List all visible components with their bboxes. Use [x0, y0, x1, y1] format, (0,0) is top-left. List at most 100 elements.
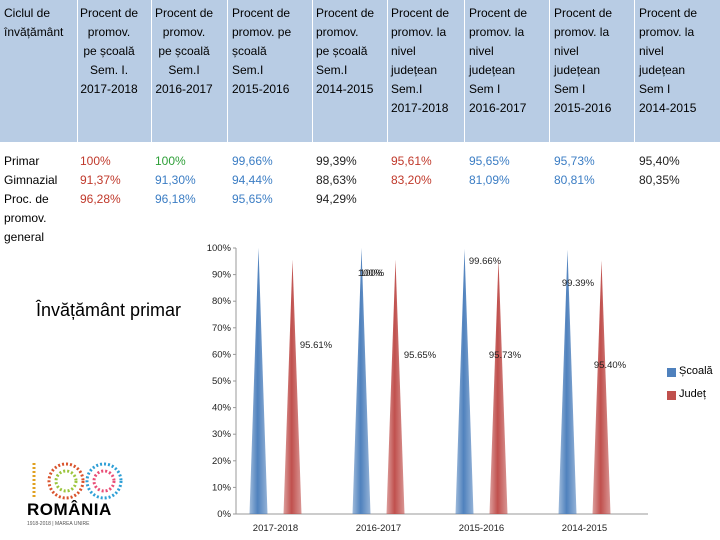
column-divider [151, 0, 152, 142]
header-cell: Procent de promov. la nivel județean Sem I 20… [639, 4, 697, 118]
row-label-line: Proc. de [4, 192, 49, 206]
column-divider [387, 0, 388, 142]
data-table: Ciclul de învățământ Procent de promov. pe ș… [0, 0, 720, 252]
y-tick-label: 80% [212, 296, 232, 307]
legend-swatch-county [667, 391, 676, 400]
y-tick-label: 60% [212, 349, 232, 360]
header-line: promov. la [554, 25, 610, 39]
header-line: Sem.I [316, 63, 348, 77]
header-line: Sem I [469, 82, 501, 96]
header-line: Procent de [80, 6, 139, 20]
header-line: promov. la [391, 25, 447, 39]
header-cell: Procent de promov. pe școală Sem.I 2015-2016 [232, 4, 291, 99]
bar-school [455, 248, 474, 514]
header-line: Procent de [554, 6, 613, 20]
header-line: Sem.I [391, 82, 423, 96]
row-label: Gimnazial [4, 171, 57, 190]
table-cell: 91,37% [80, 173, 121, 187]
header-line: nivel [639, 44, 664, 58]
x-tick-label: 2017-2018 [253, 523, 298, 534]
table-cell: 99,66% [232, 154, 273, 168]
header-cell: Procent de promov. pe școală Sem.I 2016-201… [155, 4, 213, 99]
header-line: învățământ [4, 25, 64, 39]
header-cell: Ciclul de învățământ [4, 4, 63, 42]
y-tick-label: 20% [212, 456, 232, 467]
data-label: 95.65% [404, 350, 437, 361]
column-divider [464, 0, 465, 142]
header-line: Procent de [639, 6, 698, 20]
y-tick-label: 100% [207, 243, 232, 254]
header-line: promov. la [639, 25, 695, 39]
header-line: promov. [316, 25, 359, 39]
header-line: nivel [391, 44, 416, 58]
header-line: Procent de [155, 6, 214, 20]
bar-chart: 0% 10% 20% 30% 40% 50% 60% 70% 80% 90% 100% 100% 95.… [207, 243, 648, 534]
header-line: 2014-2015 [639, 101, 697, 115]
header-line: pe școală [316, 44, 368, 58]
header-line: Procent de [391, 6, 450, 20]
header-cell: Procent de promov. la nivel județean Sem.I 20… [391, 4, 449, 118]
bar-school [352, 248, 371, 514]
table-cell: 80,81% [554, 173, 595, 187]
header-line: 2014-2015 [316, 82, 374, 96]
bar-county [386, 259, 405, 514]
table-cell: 95,61% [391, 154, 432, 168]
header-line: 2015-2016 [232, 82, 290, 96]
row-label-line: promov. [4, 211, 47, 225]
header-line: promov. la [469, 25, 525, 39]
header-line: județean [391, 63, 438, 77]
table-cell: 81,09% [469, 173, 510, 187]
header-line: 2015-2016 [554, 101, 612, 115]
table-cell: 99,39% [316, 154, 357, 168]
table-cell: 80,35% [639, 173, 680, 187]
header-line: Sem.I [168, 63, 200, 77]
header-cell: Procent de promov. la nivel județean Sem I 20… [554, 4, 612, 118]
table-cell: 96,18% [155, 192, 196, 206]
header-line: nivel [469, 44, 494, 58]
header-cell: Procent de promov. la nivel județean Sem I 20… [469, 4, 527, 118]
header-line: Sem I [639, 82, 671, 96]
table-cell: 95,40% [639, 154, 680, 168]
legend-swatch-school [667, 368, 676, 377]
header-line: Sem. I. [90, 63, 129, 77]
header-line: 2016-2017 [155, 82, 213, 96]
logo-graphic [32, 462, 123, 500]
row-label: Primar [4, 152, 39, 171]
bar-school [558, 249, 577, 514]
column-divider [634, 0, 635, 142]
table-cell: 95,65% [232, 192, 273, 206]
column-divider [312, 0, 313, 142]
header-line: promov. [162, 25, 206, 39]
column-divider [227, 0, 228, 142]
logo-name: ROMÂNIA [27, 500, 112, 519]
bar-county [283, 259, 302, 514]
y-tick-label: 40% [212, 403, 232, 414]
header-cell: Procent de promov. pe școală Sem.I 2014-2015 [316, 4, 374, 99]
table-cell: 94,29% [316, 192, 357, 206]
table-cell: 96,28% [80, 192, 121, 206]
bar-county [489, 259, 508, 514]
header-cell: Procent de promov. pe școală Sem. I. 2017-20… [80, 4, 138, 99]
table-header [0, 0, 720, 142]
y-tick-label: 10% [212, 482, 232, 493]
table-cell: 83,20% [391, 173, 432, 187]
y-tick-label: 70% [212, 323, 232, 334]
table-cell: 100% [155, 154, 186, 168]
data-label: 95.40% [594, 360, 627, 371]
header-line: Procent de [232, 6, 291, 20]
chart-title: Învățământ primar [36, 300, 182, 320]
header-line: Sem.I [232, 63, 264, 77]
x-tick-label: 2015-2016 [459, 523, 504, 534]
row-label: Proc. de promov. general [4, 190, 49, 247]
table-cell: 95,73% [554, 154, 595, 168]
y-tick-label: 90% [212, 270, 232, 281]
data-label: 100% [358, 268, 383, 279]
data-label: 99.39% [562, 278, 595, 289]
row-label-line: Gimnazial [4, 173, 58, 187]
data-label: 95.73% [489, 350, 522, 361]
table-cell: 94,44% [232, 173, 273, 187]
bar-school [249, 248, 268, 514]
header-line: pe școală [158, 44, 210, 58]
header-line: județean [639, 63, 686, 77]
table-cell: 100% [80, 154, 111, 168]
